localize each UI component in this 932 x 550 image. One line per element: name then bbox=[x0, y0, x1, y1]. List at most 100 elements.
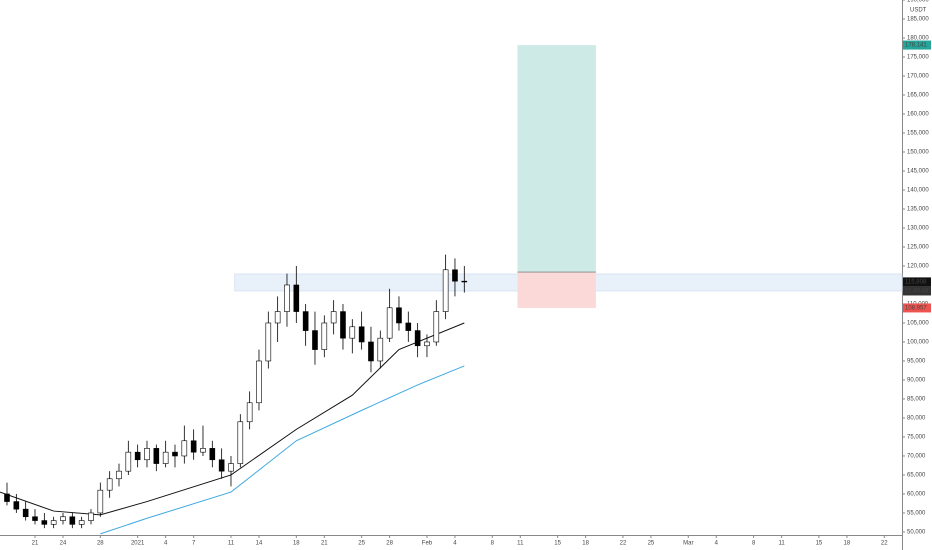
candle-body bbox=[50, 520, 57, 525]
y-tick-label: 95,000 bbox=[907, 359, 926, 365]
x-tick-label: 21 bbox=[321, 541, 328, 547]
y-tick-label: 135,000 bbox=[907, 207, 929, 213]
x-tick-label: 8 bbox=[491, 541, 495, 547]
candle-body bbox=[88, 512, 94, 521]
x-tick-label: 25 bbox=[648, 541, 655, 547]
x-tick-label: 25 bbox=[358, 541, 365, 547]
y-tick-label: 50,000 bbox=[907, 530, 926, 536]
candle-body bbox=[153, 448, 160, 464]
target-area bbox=[517, 45, 596, 273]
y-tick-label: 65,000 bbox=[907, 473, 926, 479]
x-tick-label: 7 bbox=[192, 541, 196, 547]
candle-body bbox=[321, 322, 328, 350]
candle-body bbox=[340, 311, 346, 339]
candle-body bbox=[200, 448, 206, 453]
y-tick-label: 145,000 bbox=[907, 169, 929, 175]
candle-body bbox=[461, 280, 468, 283]
y-tick-label: 60,000 bbox=[907, 492, 926, 498]
y-tick-label: 170,000 bbox=[907, 74, 929, 80]
stop-price-label-box bbox=[903, 303, 931, 313]
y-tick-label: 85,000 bbox=[907, 397, 926, 403]
y-tick-label: 155,000 bbox=[907, 131, 929, 137]
y-tick-label: 90,000 bbox=[907, 378, 926, 384]
x-tick-label: 18 bbox=[293, 541, 300, 547]
candle-body bbox=[134, 451, 141, 461]
countdown: 01:40:48 bbox=[905, 288, 929, 294]
y-tick-label: 125,000 bbox=[907, 245, 929, 251]
x-tick-label: 11 bbox=[517, 541, 524, 547]
y-tick-label: 70,000 bbox=[907, 454, 926, 460]
y-tick-label: 175,000 bbox=[907, 55, 929, 61]
y-tick-label: 185,000 bbox=[907, 17, 929, 23]
countdown-box bbox=[903, 286, 931, 296]
x-tick-label: 8 bbox=[752, 541, 756, 547]
x-tick-label: 22 bbox=[881, 541, 888, 547]
candle-body bbox=[218, 459, 225, 472]
x-tick-label: 28 bbox=[386, 541, 393, 547]
x-tick-label: 11 bbox=[778, 541, 785, 547]
candle-body bbox=[368, 341, 374, 362]
x-tick-label: 15 bbox=[554, 541, 561, 547]
candle-body bbox=[349, 326, 356, 339]
target-price-label-box bbox=[903, 40, 931, 50]
candle-body bbox=[284, 284, 290, 312]
candle-body bbox=[13, 501, 20, 510]
candle-body bbox=[386, 307, 393, 339]
candle-body bbox=[181, 440, 188, 457]
candle-body bbox=[396, 307, 402, 324]
candle-body bbox=[452, 269, 458, 282]
candle-body bbox=[358, 326, 365, 343]
candle-body bbox=[228, 463, 234, 472]
candle-body bbox=[424, 341, 430, 347]
candle-body bbox=[97, 489, 104, 514]
candle-body bbox=[125, 451, 132, 472]
candle-body bbox=[246, 402, 253, 423]
candle-body bbox=[144, 448, 150, 461]
stop-area bbox=[517, 272, 596, 308]
candle-body bbox=[60, 516, 66, 521]
candle-body bbox=[274, 311, 281, 324]
candle-body bbox=[78, 520, 85, 525]
candle-body bbox=[190, 440, 197, 453]
x-tick-label: 18 bbox=[844, 541, 851, 547]
candle-body bbox=[302, 311, 309, 331]
stop-price-label: 108,957 bbox=[905, 306, 927, 312]
candle-body bbox=[4, 493, 10, 502]
moving-average bbox=[100, 365, 465, 535]
unit-label: USDT bbox=[910, 8, 927, 14]
candle-body bbox=[293, 284, 300, 312]
last-price-label: 115,808 bbox=[905, 279, 927, 285]
y-tick-label: 190,000 bbox=[907, 0, 929, 4]
candle-body bbox=[237, 421, 244, 464]
x-tick-label: 18 bbox=[582, 541, 589, 547]
candle-body bbox=[162, 451, 169, 464]
y-tick-label: 180,000 bbox=[907, 36, 929, 42]
y-tick-label: 105,000 bbox=[907, 321, 929, 327]
x-tick-label: 11 bbox=[228, 541, 235, 547]
x-tick-label: 14 bbox=[256, 541, 263, 547]
candle-body bbox=[116, 470, 122, 480]
y-tick-label: 55,000 bbox=[907, 511, 926, 517]
x-tick-label: 4 bbox=[164, 541, 168, 547]
x-tick-label: 22 bbox=[620, 541, 627, 547]
candle-body bbox=[330, 311, 337, 324]
target-price-label: 178,141 bbox=[905, 43, 927, 49]
y-tick-label: 80,000 bbox=[907, 416, 926, 422]
x-tick-label: 4 bbox=[453, 541, 457, 547]
candle-body bbox=[256, 360, 262, 404]
x-tick-label: 24 bbox=[60, 541, 67, 547]
candle-body bbox=[172, 451, 178, 457]
candle-body bbox=[312, 330, 318, 350]
x-tick-label: 4 bbox=[715, 541, 719, 547]
y-tick-label: 140,000 bbox=[907, 188, 929, 194]
candle-body bbox=[106, 478, 113, 491]
candle-body bbox=[442, 269, 449, 312]
candle-body bbox=[22, 508, 29, 518]
candle-body bbox=[41, 520, 48, 525]
candle-body bbox=[32, 516, 38, 521]
x-tick-label: 15 bbox=[816, 541, 823, 547]
x-tick-label: 21 bbox=[32, 541, 39, 547]
x-tick-label: 2021 bbox=[131, 541, 145, 547]
y-tick-label: 165,000 bbox=[907, 93, 929, 99]
